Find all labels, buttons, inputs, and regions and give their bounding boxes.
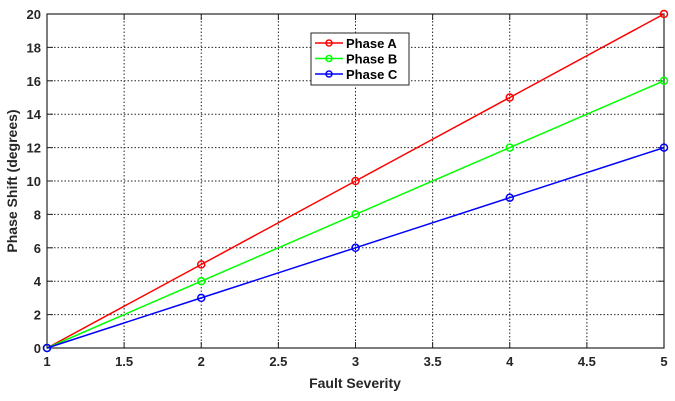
data-point-marker	[659, 143, 669, 152]
x-tick-label: 4	[506, 354, 514, 369]
x-tick-label: 1.5	[115, 354, 133, 369]
y-tick-label: 16	[27, 74, 41, 89]
y-axis-label: Phase Shift (degrees)	[4, 109, 20, 252]
series-phase-b	[42, 76, 669, 353]
y-tick-label: 12	[27, 141, 41, 156]
data-point-marker	[197, 260, 206, 269]
x-tick-label: 5	[660, 354, 667, 369]
data-point-marker	[505, 93, 514, 102]
y-tick-label: 14	[27, 107, 42, 122]
data-point-marker	[197, 293, 206, 303]
data-point-marker	[659, 76, 669, 86]
data-point-marker	[505, 143, 514, 152]
data-point-marker	[351, 176, 360, 186]
x-tick-label: 3.5	[424, 354, 442, 369]
y-tick-label: 8	[34, 207, 41, 222]
data-series	[42, 9, 669, 353]
data-point-marker	[197, 276, 206, 286]
series-phase-c	[42, 143, 669, 353]
x-tick-label: 1	[43, 354, 50, 369]
x-axis-label: Fault Severity	[309, 375, 401, 391]
y-tick-label: 2	[34, 308, 41, 323]
y-tick-label: 6	[34, 241, 41, 256]
legend-marker-icon	[325, 39, 333, 47]
data-point-marker	[42, 343, 52, 353]
data-point-marker	[351, 243, 360, 253]
legend-item: Phase C	[315, 67, 398, 82]
x-tick-label: 3	[352, 354, 359, 369]
data-point-marker	[659, 9, 669, 19]
legend-label: Phase C	[346, 67, 398, 82]
tick-labels: 1 1.5 2 2.5 3 3.5 4 4.5 5 0 2 4 6 8 10 12 14 16 18 20	[27, 7, 668, 369]
legend-item: Phase A	[315, 36, 397, 51]
data-point-marker	[505, 193, 514, 202]
y-tick-label: 10	[27, 174, 41, 189]
legend-label: Phase A	[346, 36, 397, 51]
y-tick-label: 20	[27, 7, 41, 22]
x-tick-label: 2	[198, 354, 205, 369]
x-tick-label: 2.5	[269, 354, 287, 369]
legend-marker-icon	[325, 70, 333, 78]
legend-label: Phase B	[346, 52, 397, 67]
data-point-marker	[351, 210, 360, 219]
x-tick-label: 4.5	[578, 354, 596, 369]
y-tick-label: 18	[27, 40, 41, 55]
y-tick-label: 4	[34, 274, 42, 289]
legend-item: Phase B	[315, 52, 397, 67]
legend-marker-icon	[325, 54, 333, 63]
y-tick-label: 0	[34, 341, 41, 356]
